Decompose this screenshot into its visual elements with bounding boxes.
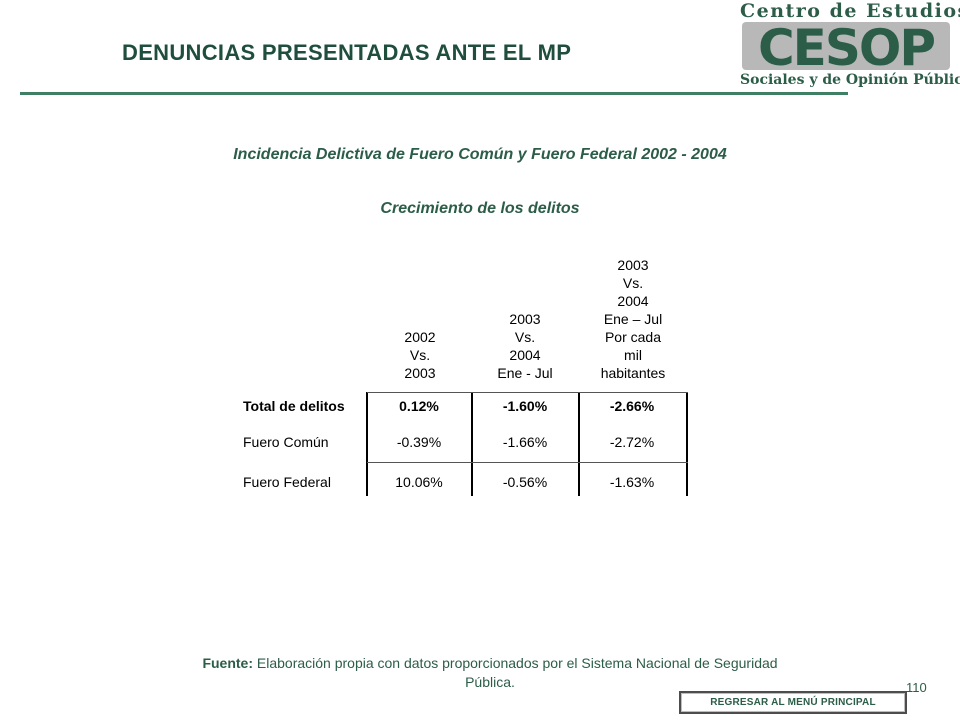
section-title: Crecimiento de los delitos xyxy=(380,200,580,217)
table-row-label: Fuero Federal xyxy=(243,474,331,490)
column-header-1: 2002 Vs. 2003 xyxy=(404,329,436,381)
table-column-divider xyxy=(366,392,368,496)
table-column-divider xyxy=(686,392,688,496)
column-header-3: 2003 Vs. 2004 Ene – Jul Por cada mil hab… xyxy=(600,257,666,381)
table-row-divider xyxy=(367,462,688,463)
logo-bottom-text: Sociales y de Opinión Pública xyxy=(740,72,960,88)
logo-mark: CESOP xyxy=(742,22,950,70)
table-cell: -1.66% xyxy=(502,434,548,450)
page-number: 110 xyxy=(906,680,927,695)
table-cell: -2.66% xyxy=(609,398,655,414)
table-cell: -1.63% xyxy=(609,474,655,490)
table-column-divider xyxy=(471,392,473,496)
logo-mark-text: CESOP xyxy=(758,22,934,70)
table-cell: 0.12% xyxy=(399,398,439,414)
page-title: DENUNCIAS PRESENTADAS ANTE EL MP xyxy=(122,40,572,65)
cesop-logo: Centro de Estudios CESOP Sociales y de O… xyxy=(736,0,960,96)
title-divider xyxy=(20,92,848,95)
logo-top-text: Centro de Estudios xyxy=(740,0,960,22)
table-cell: -0.56% xyxy=(502,474,548,490)
table-row-divider xyxy=(367,392,688,393)
source-text: Elaboración propia con datos proporciona… xyxy=(256,655,778,690)
table-column-divider xyxy=(578,392,580,496)
source-label: Fuente: xyxy=(202,655,253,671)
table-row-label: Fuero Común xyxy=(243,434,329,450)
table-row-label: Total de delitos xyxy=(243,398,345,414)
back-to-main-menu-button[interactable]: REGRESAR AL MENÚ PRINCIPAL xyxy=(679,691,907,714)
table-subtitle: Incidencia Delictiva de Fuero Común y Fu… xyxy=(233,146,727,163)
source-footnote: Fuente: Elaboración propia con datos pro… xyxy=(190,654,790,692)
column-header-2: 2003 Vs. 2004 Ene - Jul xyxy=(497,311,553,381)
table-cell: -0.39% xyxy=(396,434,442,450)
table-cell: -2.72% xyxy=(609,434,655,450)
table-cell: 10.06% xyxy=(395,474,443,490)
table-cell: -1.60% xyxy=(502,398,548,414)
